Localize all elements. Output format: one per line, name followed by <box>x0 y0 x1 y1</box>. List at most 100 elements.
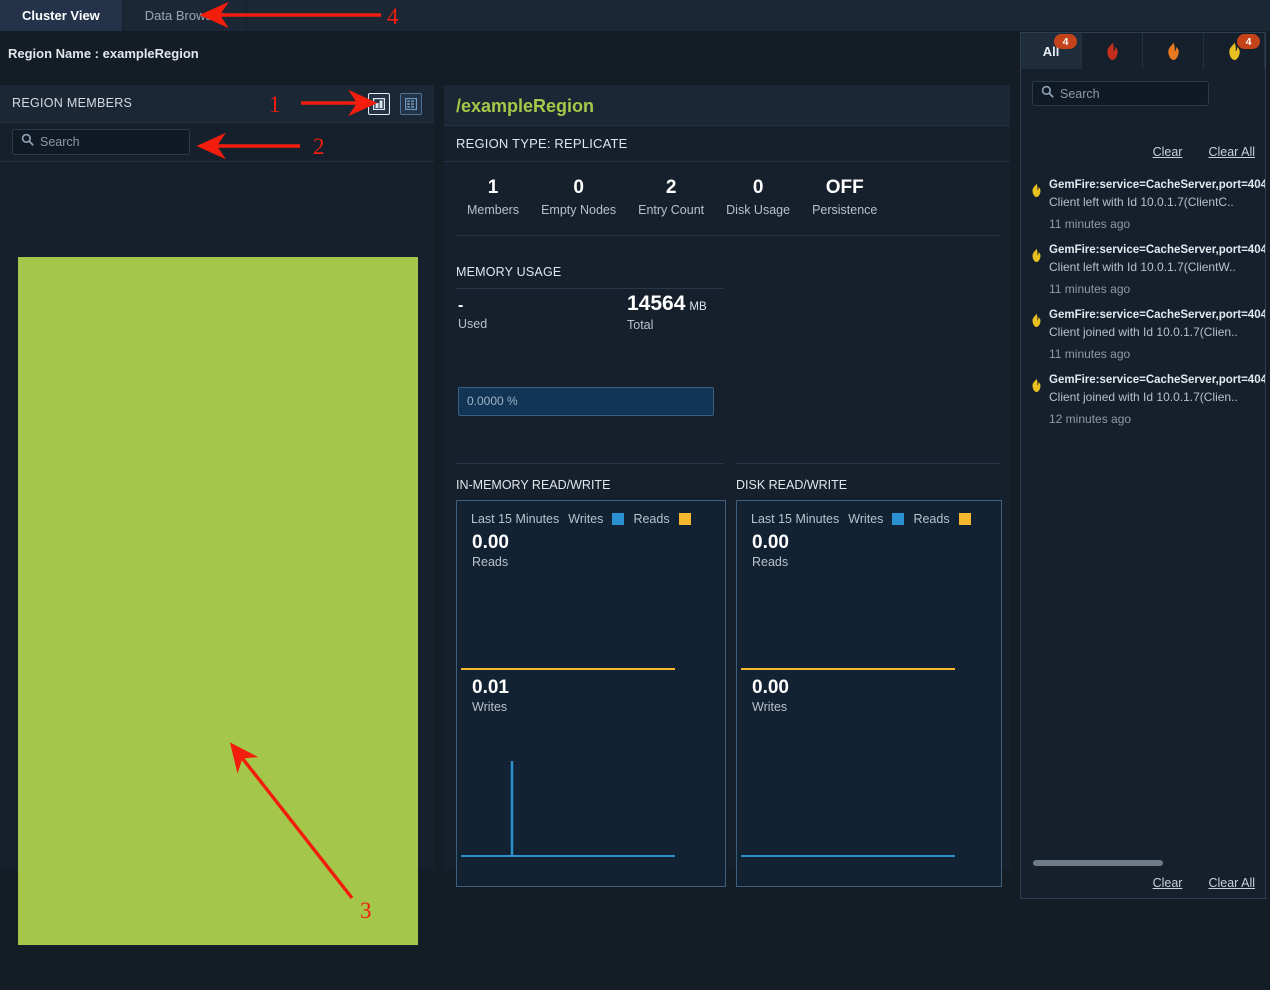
alerts-clear-row-bottom: Clear Clear All <box>1153 876 1255 890</box>
members-search-placeholder: Search <box>40 135 80 149</box>
alert-item-title: GemFire:service=CacheServer,port=404 <box>1049 374 1265 386</box>
inmemory-range-label: Last 15 Minutes <box>471 512 560 526</box>
disk-chart-legend: Last 15 Minutes Writes Reads <box>751 512 971 526</box>
alert-item-message: Client joined with Id 10.0.1.7(Clien.. <box>1049 325 1238 339</box>
inmemory-writes-legend: Writes <box>568 512 604 526</box>
alert-tab-error[interactable] <box>1143 33 1204 69</box>
stat-entry-count: 2 Entry Count <box>627 175 715 219</box>
memory-usage-title: MEMORY USAGE <box>456 265 562 279</box>
inmemory-reads-group: 0.00 Reads <box>472 531 509 569</box>
memory-used-value: - <box>458 297 464 314</box>
flame-icon-warning <box>1228 42 1240 60</box>
memory-total-label: Total <box>627 318 654 332</box>
disk-divider <box>736 463 1000 464</box>
clear-button-top[interactable]: Clear <box>1152 145 1183 159</box>
alert-item-time: 11 minutes ago <box>1049 347 1131 361</box>
memory-total-group: 14564 MB Total <box>627 292 707 332</box>
region-members-search-row: Search <box>0 123 434 162</box>
clear-all-button-bottom[interactable]: Clear All <box>1208 876 1255 890</box>
disk-writes-label: Writes <box>752 700 788 714</box>
alert-tab-warning[interactable]: 4 <box>1204 33 1265 69</box>
alert-item-time: 11 minutes ago <box>1049 217 1131 231</box>
stat-disk-usage-label: Disk Usage <box>726 203 791 217</box>
disk-writes-group: 0.00 Writes <box>752 676 789 714</box>
tab-data-browser[interactable]: Data Browser <box>123 0 247 31</box>
region-detail-panel: /exampleRegion REGION TYPE: REPLICATE 1 … <box>444 85 1010 887</box>
region-stats-row: 1 Members 0 Empty Nodes 2 Entry Count 0 … <box>456 175 1000 236</box>
search-icon <box>1041 85 1054 103</box>
memory-total-unit: MB <box>689 301 707 313</box>
memory-divider <box>456 288 724 289</box>
inmemory-divider <box>456 463 724 464</box>
disk-writes-legend: Writes <box>848 512 884 526</box>
region-type-row: REGION TYPE: REPLICATE <box>444 126 1010 162</box>
scrollbar-thumb[interactable] <box>1033 860 1163 866</box>
stat-disk-usage-value: 0 <box>752 177 764 198</box>
region-detail-title: /exampleRegion <box>456 96 595 116</box>
memory-total-line: 14564 MB <box>627 292 707 316</box>
alert-item[interactable]: GemFire:service=CacheServer,port=404 Clie… <box>1021 368 1265 433</box>
disk-range-label: Last 15 Minutes <box>751 512 840 526</box>
alerts-search-input[interactable]: Search <box>1032 81 1209 106</box>
clear-all-button-top[interactable]: Clear All <box>1208 145 1255 159</box>
stat-members: 1 Members <box>456 175 530 219</box>
stat-entry-count-label: Entry Count <box>638 203 705 217</box>
disk-rw-title: DISK READ/WRITE <box>736 478 848 492</box>
grid-view-icon[interactable] <box>400 93 422 115</box>
main-tab-bar: Cluster View Data Browser <box>0 0 1270 32</box>
alert-item[interactable]: GemFire:service=CacheServer,port=404 Clie… <box>1021 303 1265 368</box>
region-members-treemap <box>0 162 434 945</box>
tab-cluster-view-label: Cluster View <box>22 8 100 23</box>
stat-persistence-label: Persistence <box>812 203 878 217</box>
alert-tab-all-badge: 4 <box>1054 34 1077 49</box>
reads-color-swatch <box>958 513 971 525</box>
alert-tab-severe[interactable] <box>1082 33 1143 69</box>
flame-icon-warning <box>1030 248 1043 268</box>
clear-button-bottom[interactable]: Clear <box>1152 876 1183 890</box>
memory-total-value: 14564 <box>627 292 686 315</box>
stat-entry-count-value: 2 <box>665 177 677 198</box>
alert-tab-bar: All 4 4 <box>1021 33 1265 69</box>
search-icon <box>21 133 34 151</box>
stat-empty-nodes: 0 Empty Nodes <box>530 175 627 219</box>
tab-data-browser-label: Data Browser <box>144 8 224 23</box>
treemap-glyph <box>373 98 385 110</box>
alert-item-message: Client left with Id 10.0.1.7(ClientW.. <box>1049 260 1236 274</box>
region-members-header: REGION MEMBERS <box>0 85 434 123</box>
tab-cluster-view[interactable]: Cluster View <box>0 0 123 31</box>
alert-tab-all[interactable]: All 4 <box>1021 33 1082 69</box>
stat-persistence: OFF Persistence <box>801 175 888 219</box>
alerts-clear-row-top: Clear Clear All <box>1153 145 1255 159</box>
disk-reads-legend: Reads <box>913 512 950 526</box>
alert-item-title: GemFire:service=CacheServer,port=404 <box>1049 309 1265 321</box>
stat-persistence-value: OFF <box>825 177 864 198</box>
alert-item-title: GemFire:service=CacheServer,port=404 <box>1049 179 1265 191</box>
alerts-horizontal-scrollbar[interactable] <box>1033 860 1229 866</box>
alert-tab-warning-badge: 4 <box>1237 34 1260 49</box>
alert-item[interactable]: GemFire:service=CacheServer,port=404 Clie… <box>1021 238 1265 303</box>
writes-color-swatch <box>612 513 625 525</box>
memory-percent-bar: 0.0000 % <box>458 387 714 416</box>
alerts-panel: All 4 4 Search Clear <box>1020 32 1266 899</box>
writes-color-swatch <box>892 513 905 525</box>
flame-icon-warning <box>1030 183 1043 203</box>
alert-item[interactable]: GemFire:service=CacheServer,port=404 Clie… <box>1021 173 1265 238</box>
treemap-member-block[interactable] <box>18 257 418 945</box>
reads-color-swatch <box>678 513 691 525</box>
region-detail-header: /exampleRegion <box>444 85 1010 126</box>
flame-icon-severe <box>1106 42 1118 60</box>
treemap-view-icon[interactable] <box>368 93 390 115</box>
members-search-input[interactable]: Search <box>12 129 190 155</box>
alert-list[interactable]: GemFire:service=CacheServer,port=404 Clie… <box>1021 173 1265 873</box>
alert-item-message: Client left with Id 10.0.1.7(ClientC.. <box>1049 195 1234 209</box>
memory-percent-text: 0.0000 % <box>467 394 518 408</box>
disk-reads-label: Reads <box>752 555 789 569</box>
flame-icon-error <box>1167 42 1179 60</box>
inmemory-reads-value: 0.00 <box>472 532 509 553</box>
stat-members-value: 1 <box>487 177 499 198</box>
memory-used-label: Used <box>458 317 488 331</box>
disk-rw-chart: Last 15 Minutes Writes Reads 0.00 Reads … <box>736 500 1002 887</box>
flame-icon-warning <box>1030 313 1043 333</box>
inmemory-rw-chart: Last 15 Minutes Writes Reads 0.00 Reads … <box>456 500 726 887</box>
stat-empty-nodes-label: Empty Nodes <box>541 203 617 217</box>
